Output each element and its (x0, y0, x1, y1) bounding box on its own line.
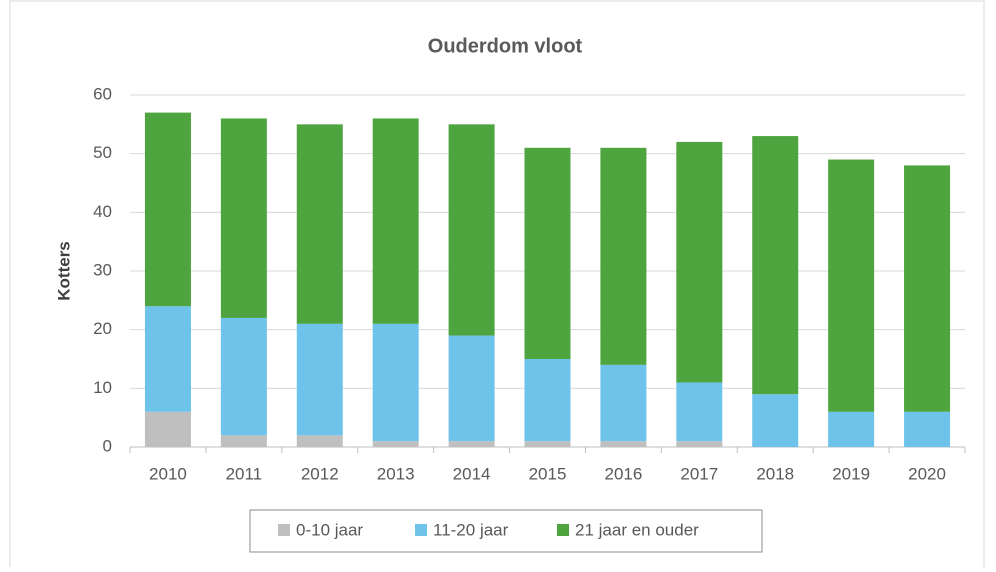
bar-segment (372, 441, 419, 447)
y-tick-label: 30 (93, 260, 112, 279)
y-tick-label: 20 (93, 319, 112, 338)
x-tick-label: 2014 (453, 464, 491, 483)
x-tick-label: 2019 (832, 464, 870, 483)
x-tick-label: 2018 (756, 464, 794, 483)
y-axis-label: Kotters (54, 241, 73, 301)
bar-segment (372, 118, 419, 324)
bar-segment (220, 317, 267, 436)
bar-segment (296, 323, 343, 436)
bar-segment (524, 359, 571, 442)
bar-segment (448, 441, 495, 447)
bar-segment (296, 124, 343, 324)
legend-box (249, 509, 763, 553)
bar-segment (600, 441, 647, 447)
bar-segment (828, 411, 875, 447)
legend-label: 11-20 jaar (433, 520, 509, 539)
bar-segment (828, 159, 875, 412)
y-tick-label: 60 (93, 84, 112, 103)
x-tick-label: 2020 (908, 464, 946, 483)
bar-segment (448, 124, 495, 336)
bar-segment (220, 118, 267, 318)
bar-segment (600, 147, 647, 365)
bar-segment (600, 364, 647, 442)
legend-swatch (415, 524, 427, 536)
x-tick-label: 2017 (680, 464, 718, 483)
bar-segment (448, 335, 495, 442)
y-tick-label: 40 (93, 202, 112, 221)
bar-segment (524, 441, 571, 447)
bar-segment (144, 112, 191, 307)
bar-segment (676, 441, 723, 447)
bar-segment (296, 435, 343, 447)
x-tick-label: 2010 (149, 464, 187, 483)
bar-segment (676, 382, 723, 442)
x-tick-label: 2012 (301, 464, 339, 483)
legend-swatch (278, 524, 290, 536)
bar-segment (752, 136, 799, 395)
bar-segment (752, 394, 799, 447)
bar-segment (144, 411, 191, 447)
legend-label: 0-10 jaar (296, 520, 363, 539)
x-tick-label: 2013 (377, 464, 415, 483)
legend-swatch (557, 524, 569, 536)
x-tick-label: 2011 (226, 464, 263, 483)
bar-segment (904, 165, 951, 412)
bar-segment (144, 306, 191, 412)
y-tick-label: 50 (93, 143, 112, 162)
y-tick-label: 10 (93, 378, 112, 397)
bar-segment (220, 435, 267, 447)
legend-label: 21 jaar en ouder (575, 520, 699, 539)
bar-segment (524, 147, 571, 359)
bar-segment (904, 411, 951, 447)
chart-title: Ouderdom vloot (428, 35, 583, 57)
y-tick-label: 0 (103, 436, 112, 455)
bar-segment (372, 323, 419, 442)
bar-segment (676, 141, 723, 383)
x-tick-label: 2015 (529, 464, 567, 483)
x-tick-label: 2016 (604, 464, 642, 483)
